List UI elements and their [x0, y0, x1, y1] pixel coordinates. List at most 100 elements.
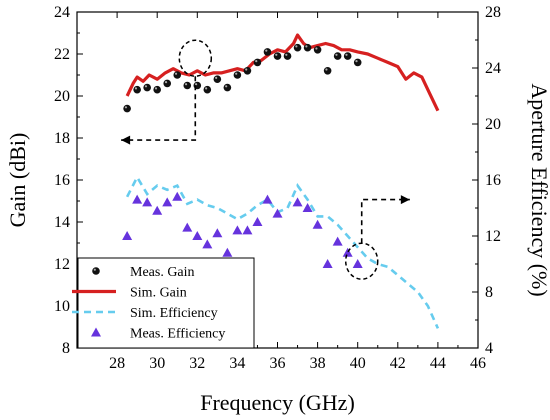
meas-gain-point-shine [174, 72, 178, 75]
meas-gain-point-shine [205, 87, 208, 90]
meas-gain-point-shine [255, 60, 258, 63]
legend-label: Meas. Efficiency [130, 327, 225, 342]
meas-gain-point-dot [343, 52, 352, 60]
meas-efficiency-point [232, 225, 243, 235]
meas-efficiency-point [292, 197, 303, 207]
meas-efficiency-point [332, 236, 343, 246]
meas-gain-point-dot [203, 85, 212, 94]
meas-gain-point [243, 67, 252, 75]
meas-gain-point-dot [293, 43, 302, 52]
y-tick-label: 10 [54, 298, 70, 315]
y-tick-label: 14 [54, 214, 70, 231]
y2-tick-label: 28 [485, 4, 501, 21]
legend-label: Sim. Gain [130, 286, 187, 301]
meas-efficiency-point [252, 217, 263, 226]
meas-gain-point-shine [335, 53, 338, 56]
meas-gain-point [343, 52, 352, 60]
meas-gain-point-dot [253, 58, 262, 67]
meas-gain-point-shine [184, 83, 188, 86]
annotation-circle [344, 242, 379, 280]
legend: Meas. Gain Sim. Gain Sim. Efficiency Meas. … [72, 257, 255, 349]
meas-gain-point-dot [133, 85, 141, 94]
meas-gain-point-dot [143, 83, 151, 92]
x-tick-label: 40 [350, 355, 366, 372]
meas-efficiency-point [322, 259, 333, 268]
meas-gain-point [153, 85, 161, 94]
meas-efficiency-point [122, 231, 133, 240]
y2-tick-label: 24 [485, 60, 501, 77]
meas-gain-point [273, 52, 282, 60]
meas-gain-point-shine [295, 45, 298, 48]
meas-gain-point-shine [134, 87, 138, 90]
meas-efficiency-point [352, 259, 363, 268]
meas-gain-point [163, 79, 172, 88]
meas-gain-point [253, 58, 262, 67]
meas-efficiency-point [212, 228, 223, 238]
meas-gain-point-shine [164, 81, 168, 84]
meas-gain-point [123, 104, 131, 113]
meas-efficiency-point [162, 197, 173, 207]
meas-gain-point [293, 43, 302, 52]
legend-label: Sim. Efficiency [130, 306, 218, 321]
meas-gain-point-dot [273, 52, 282, 60]
legend-swatch-marker-shine [93, 268, 96, 271]
legend-swatch-marker-dot [92, 267, 100, 275]
y-tick-label: 20 [54, 88, 70, 105]
legend-swatch-marker [91, 327, 101, 337]
meas-gain-point-dot [283, 52, 292, 60]
meas-gain-point-dot [163, 79, 172, 88]
meas-efficiency-point [342, 247, 353, 257]
meas-gain-point-shine [215, 76, 218, 79]
meas-efficiency-point [182, 222, 193, 232]
meas-gain-point-shine [355, 60, 358, 63]
meas-efficiency-point [222, 247, 233, 257]
sim-gain-line [125, 33, 440, 112]
y-tick-label: 18 [54, 130, 70, 147]
meas-efficiency-point [132, 194, 143, 204]
legend-box [77, 257, 255, 349]
x-tick-label: 32 [189, 355, 205, 372]
y2-tick-label: 4 [485, 340, 493, 357]
meas-gain-point-dot [323, 67, 332, 75]
y2-tick-label: 20 [485, 116, 501, 133]
meas-efficiency-point [272, 208, 283, 218]
x-tick-label: 28 [109, 355, 125, 372]
meas-gain-point [143, 83, 151, 92]
y-tick-label: 24 [54, 4, 70, 21]
meas-gain-point-dot [353, 58, 362, 67]
annotation-arrowhead [121, 135, 131, 145]
legend-swatch-marker [92, 267, 100, 275]
meas-gain-point-shine [325, 68, 328, 71]
legend-label: Meas. Gain [130, 265, 195, 280]
meas-gain-point [133, 85, 141, 94]
meas-gain-point [313, 46, 322, 54]
meas-efficiency-point [202, 239, 213, 249]
meas-gain-point [303, 43, 312, 52]
meas-efficiency-point [192, 231, 203, 240]
meas-gain-point-shine [285, 53, 288, 56]
annotation-arrow-line [121, 76, 197, 141]
meas-gain-point-dot [173, 71, 182, 79]
x-axis-title: Frequency (GHz) [200, 390, 355, 415]
y-axis-title: Gain (dBi) [5, 133, 30, 228]
meas-gain-point [173, 71, 182, 79]
annotation-arrow-line [360, 198, 410, 244]
series-layer [122, 33, 440, 329]
meas-gain-point-dot [233, 71, 242, 79]
meas-gain-point [233, 71, 242, 79]
meas-gain-point-shine [225, 85, 228, 88]
y2-axis-title: Aperture Efficiency (%) [527, 83, 550, 296]
meas-gain-point [213, 75, 222, 83]
x-tick-label: 30 [149, 355, 165, 372]
meas-gain-point [203, 85, 212, 94]
meas-efficiency-point [312, 219, 323, 229]
meas-efficiency-point [152, 205, 163, 215]
meas-gain-point-shine [305, 45, 308, 48]
meas-gain-point-dot [313, 46, 322, 54]
y-tick-label: 12 [54, 256, 70, 273]
meas-gain-point-shine [235, 72, 238, 75]
meas-gain-point-shine [265, 49, 268, 52]
meas-gain-point-dot [303, 43, 312, 52]
meas-efficiency-point [242, 225, 253, 235]
